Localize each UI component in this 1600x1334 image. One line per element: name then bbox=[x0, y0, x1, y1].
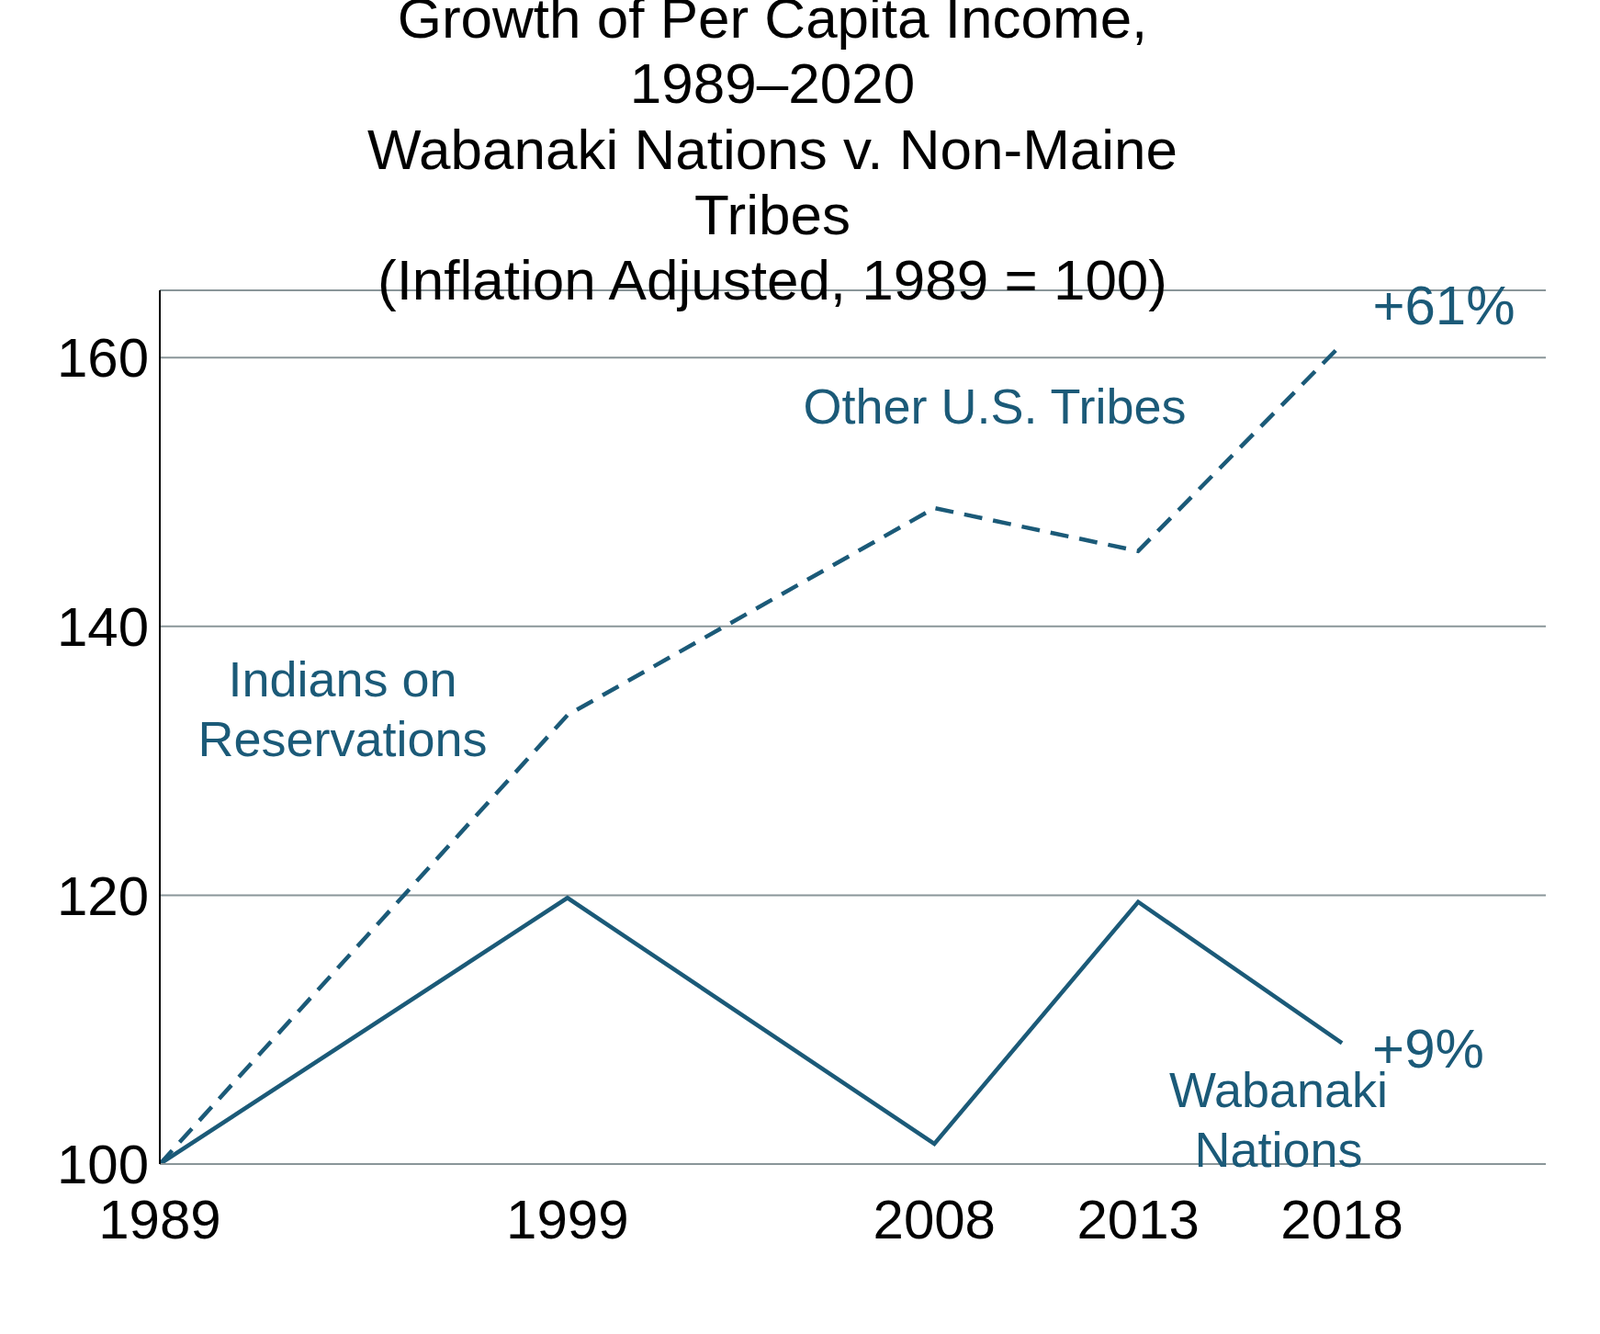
svg-text:120: 120 bbox=[56, 865, 149, 927]
html-text:Indians on Reservations: Indians on Reservations bbox=[197, 651, 488, 767]
svg-text:2018: 2018 bbox=[1280, 1188, 1403, 1251]
svg-text:140: 140 bbox=[56, 596, 149, 658]
html-text:Wabanaki Nations: Wabanaki Nations bbox=[1169, 1061, 1388, 1177]
html-text:+9%: +9% bbox=[1372, 1017, 1485, 1080]
svg-text:2013: 2013 bbox=[1076, 1188, 1199, 1251]
svg-text:2008: 2008 bbox=[873, 1188, 996, 1251]
html-text:+61%: +61% bbox=[1372, 274, 1516, 337]
svg-text:160: 160 bbox=[56, 326, 149, 389]
svg-text:1999: 1999 bbox=[506, 1188, 629, 1251]
svg-text:100: 100 bbox=[56, 1133, 149, 1195]
svg-text:1989: 1989 bbox=[98, 1188, 221, 1251]
html-text:Other U.S. Tribes: Other U.S. Tribes bbox=[803, 378, 1187, 434]
